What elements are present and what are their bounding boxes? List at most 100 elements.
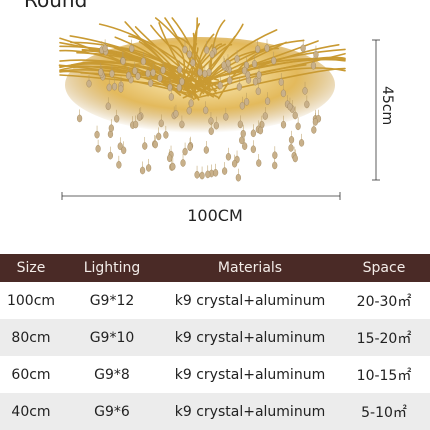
table-row: 60cm G9*8 k9 crystal+aluminum 10-15㎡ — [0, 356, 430, 393]
cell-materials: k9 crystal+aluminum — [162, 319, 338, 356]
crystal-drop — [231, 159, 238, 168]
crystal-drop — [142, 142, 148, 150]
crystal-drop — [139, 166, 146, 175]
header-size: Size — [0, 254, 62, 282]
crystal-drop — [148, 79, 154, 87]
branch — [197, 35, 236, 89]
crystal-drop — [136, 113, 143, 121]
crystal-drop — [311, 126, 317, 134]
crystal-drop — [135, 72, 141, 80]
crystal-drop — [208, 117, 214, 125]
crystal-drop — [237, 120, 243, 129]
crystal-drop — [106, 83, 112, 92]
crystal-drop — [255, 87, 261, 96]
height-dimension-line — [372, 39, 380, 181]
cell-lighting: G9*10 — [62, 319, 162, 356]
crystal-drop — [120, 57, 126, 65]
branch — [134, 26, 199, 83]
crystal-drop — [240, 129, 246, 138]
crystal-drop — [221, 61, 227, 70]
crystal-drop — [242, 142, 248, 150]
crystal-drop — [264, 44, 270, 53]
crystal-drop — [76, 114, 83, 123]
crystal-drop — [152, 140, 158, 149]
crystal-drop — [199, 171, 205, 180]
crystal-drop — [241, 66, 248, 75]
crystal-drop — [310, 61, 317, 70]
cell-space: 5-10㎡ — [338, 393, 430, 430]
crystal-drop — [156, 132, 162, 141]
branch — [70, 41, 192, 88]
width-label: 100CM — [187, 206, 243, 225]
crystal-drop — [298, 139, 305, 147]
crystal-drop — [313, 50, 319, 59]
crystal-drop — [182, 45, 188, 54]
crystal-drop — [203, 106, 209, 115]
crystal-drop — [146, 164, 152, 172]
crystal-drop — [252, 77, 259, 86]
crystal-drop — [121, 146, 127, 155]
branch — [90, 61, 220, 99]
crystal-drop — [116, 161, 122, 169]
page-title: Round — [24, 0, 88, 12]
crystal-drop — [187, 143, 193, 151]
crystal-drop — [109, 69, 115, 78]
branch — [59, 65, 193, 99]
crystal-drop — [163, 131, 169, 139]
crystal-drop — [188, 99, 194, 108]
table-row: 40cm G9*6 k9 crystal+aluminum 5-10㎡ — [0, 393, 430, 430]
crystal-drop — [264, 97, 271, 105]
crystal-drop — [173, 109, 179, 118]
crystal-drop — [217, 81, 223, 90]
crystal-drop — [272, 161, 278, 170]
crystal-drop — [129, 44, 135, 53]
cell-lighting: G9*12 — [89, 292, 135, 309]
crystal-drop — [250, 129, 256, 138]
width-dimension-line — [61, 192, 341, 200]
crystal-drop — [114, 114, 120, 123]
crystal-drop — [272, 151, 278, 160]
crystal-drop — [108, 124, 114, 132]
crystal-drop — [86, 79, 92, 88]
crystal-drop — [255, 45, 261, 53]
branch — [158, 22, 200, 101]
crystal-drop — [170, 162, 176, 171]
crystal-drop — [133, 120, 139, 129]
branch — [194, 33, 215, 100]
crystal-drop — [262, 112, 268, 120]
crystal-drop — [312, 118, 318, 126]
crystal-drop — [209, 50, 215, 59]
chandelier-image — [58, 17, 380, 200]
crystal-drop — [160, 66, 166, 74]
crystal-drop — [132, 67, 138, 75]
crystal-drop — [111, 82, 118, 91]
crystal-drop — [292, 154, 298, 163]
crystal-drop — [176, 83, 182, 92]
crystal-drop — [225, 152, 232, 161]
crystal-drop — [244, 98, 250, 106]
crystal-drop — [94, 130, 100, 139]
crystal-drop — [222, 167, 228, 175]
cell-size: 60cm — [11, 366, 51, 383]
crystal-drop — [280, 89, 287, 98]
table-header-row: Size Lighting Materials Space — [0, 254, 430, 282]
header-materials: Materials — [162, 254, 338, 282]
crystal-drop — [208, 127, 214, 136]
crystal-drop — [288, 144, 294, 152]
cell-lighting: G9*6 — [62, 393, 162, 430]
crystal-drop — [145, 69, 151, 78]
crystal-drop — [223, 113, 229, 121]
cell-space: 15-20㎡ — [338, 319, 430, 356]
crystal-drop — [280, 120, 287, 129]
crystal-drop — [235, 173, 241, 182]
crystal-drop — [287, 102, 293, 111]
table-row: 100cm G9*12 k9 crystal+aluminum 20-30㎡ — [0, 282, 430, 319]
crystal-drop — [98, 68, 104, 77]
crystal-drop — [190, 58, 196, 67]
crystal-drop — [239, 101, 245, 110]
crystal-drop — [227, 76, 233, 85]
cell-size: 40cm — [0, 393, 62, 430]
crystal-drop — [105, 102, 111, 111]
cell-materials: k9 crystal+aluminum — [174, 366, 326, 383]
crystal-drop — [300, 44, 306, 53]
